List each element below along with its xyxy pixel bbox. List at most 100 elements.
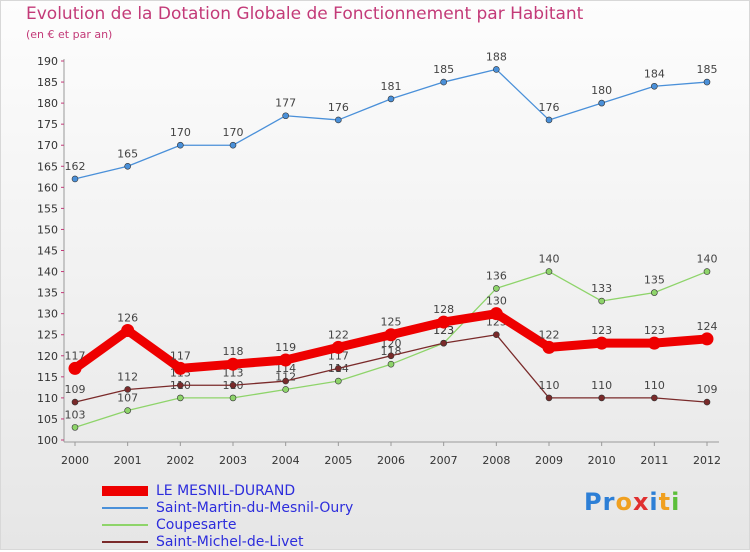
data-point	[173, 361, 187, 375]
data-label: 117	[170, 349, 191, 362]
x-tick-label: 2003	[219, 454, 247, 467]
data-point	[703, 268, 711, 275]
data-point	[124, 386, 131, 393]
y-tick-label: 155	[37, 202, 58, 215]
data-point	[121, 324, 135, 338]
data-point	[598, 99, 605, 107]
data-label: 170	[170, 126, 191, 139]
data-label: 177	[275, 97, 296, 110]
data-label: 128	[433, 303, 454, 316]
data-label: 119	[275, 341, 296, 354]
y-tick-label: 160	[37, 181, 58, 194]
data-point	[387, 95, 395, 103]
logo-letter: o	[615, 488, 633, 516]
data-point	[384, 328, 398, 342]
data-point	[68, 361, 82, 375]
logo-letter: i	[649, 488, 659, 516]
data-point	[229, 381, 237, 389]
legend-swatch	[102, 524, 148, 526]
data-point	[703, 78, 711, 86]
data-point	[493, 285, 500, 292]
data-label: 123	[644, 324, 665, 337]
data-point	[335, 365, 342, 372]
data-label: 133	[591, 282, 612, 295]
data-label: 170	[223, 126, 244, 139]
data-label: 109	[697, 383, 718, 396]
logo-letter: t	[658, 488, 672, 516]
data-label: 181	[381, 80, 402, 93]
legend-label: Saint-Michel-de-Livet	[156, 534, 304, 550]
data-label: 136	[486, 269, 507, 282]
data-point	[700, 332, 714, 346]
data-point	[651, 394, 658, 402]
x-tick-label: 2001	[114, 454, 142, 467]
data-label: 117	[65, 349, 86, 362]
data-point	[651, 82, 658, 90]
data-label: 107	[117, 392, 138, 405]
data-label: 188	[486, 50, 507, 63]
y-tick-label: 145	[37, 245, 58, 258]
y-tick-label: 190	[37, 55, 58, 68]
data-point	[651, 289, 658, 296]
data-label: 109	[65, 383, 86, 396]
data-point	[647, 336, 661, 350]
data-point	[493, 331, 500, 339]
y-tick-label: 180	[37, 97, 58, 110]
data-point	[279, 353, 293, 367]
data-point	[335, 116, 342, 124]
data-point	[124, 162, 131, 170]
data-label: 113	[223, 366, 244, 379]
data-point	[282, 112, 289, 120]
x-tick-label: 2011	[640, 454, 668, 467]
data-label: 140	[697, 253, 718, 266]
data-point	[282, 377, 289, 385]
x-tick-label: 2006	[377, 454, 405, 467]
data-label: 184	[644, 67, 665, 80]
data-label: 123	[591, 324, 612, 337]
data-label: 122	[328, 328, 349, 341]
x-tick-label: 2010	[588, 454, 616, 467]
data-label: 114	[275, 362, 296, 375]
data-point	[440, 339, 447, 347]
data-point	[489, 307, 503, 321]
data-point	[124, 407, 131, 414]
data-label: 176	[539, 101, 560, 114]
y-tick-label: 170	[37, 139, 58, 152]
data-label: 135	[644, 274, 665, 287]
x-tick-label: 2008	[482, 454, 510, 467]
y-tick-label: 115	[37, 371, 58, 384]
data-label: 126	[117, 312, 138, 325]
data-label: 125	[381, 316, 402, 329]
x-tick-label: 2012	[693, 454, 721, 467]
data-label: 118	[223, 345, 244, 358]
y-tick-label: 185	[37, 76, 58, 89]
data-label: 110	[591, 379, 612, 392]
data-label: 103	[65, 408, 86, 421]
data-point	[177, 394, 184, 402]
data-point	[282, 386, 289, 393]
data-point	[493, 66, 500, 73]
x-tick-label: 2007	[430, 454, 458, 467]
data-point	[229, 394, 237, 402]
data-label: 140	[539, 253, 560, 266]
x-tick-label: 2004	[272, 454, 300, 467]
data-point	[71, 175, 79, 183]
legend-swatch	[102, 541, 148, 543]
data-point	[598, 297, 605, 305]
x-tick-label: 2005	[324, 454, 352, 467]
y-tick-label: 105	[37, 413, 58, 426]
y-tick-label: 130	[37, 308, 58, 321]
data-label: 110	[539, 379, 560, 392]
data-label: 180	[591, 84, 612, 97]
data-label: 162	[65, 160, 86, 173]
data-point	[335, 377, 342, 385]
data-label: 176	[328, 101, 349, 114]
data-label: 112	[117, 370, 138, 383]
x-tick-label: 2002	[166, 454, 194, 467]
data-label: 110	[644, 379, 665, 392]
x-tick-label: 2000	[61, 454, 89, 467]
data-point	[226, 357, 240, 371]
data-point	[545, 268, 553, 275]
data-point	[598, 394, 605, 402]
